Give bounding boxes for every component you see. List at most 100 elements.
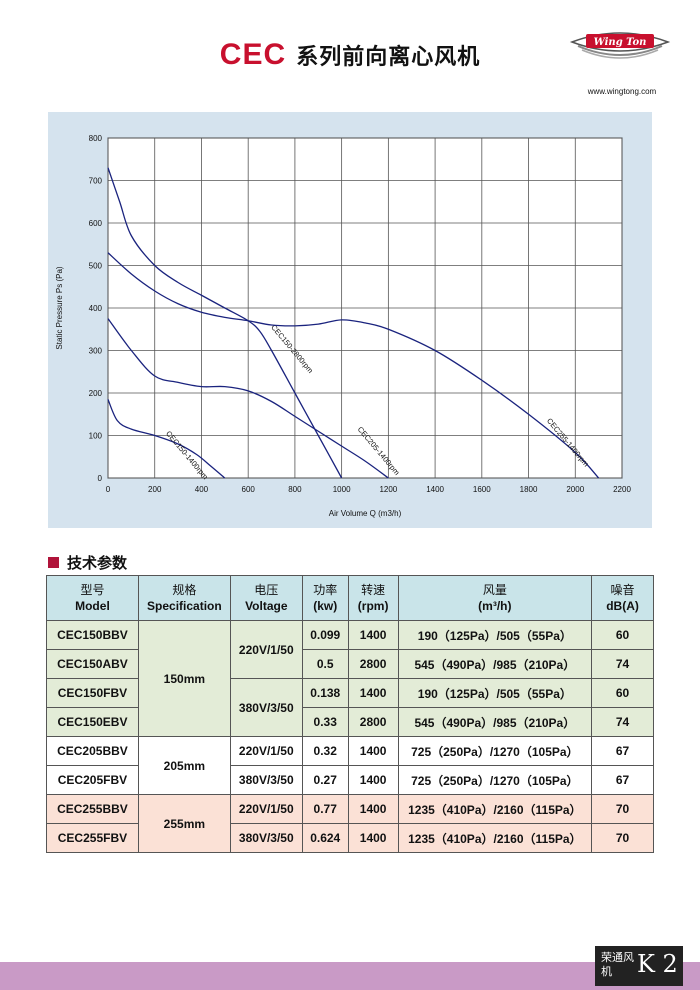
cell-airflow: 725（250Pa）/1270（105Pa） (397, 765, 593, 795)
table-row: CEC150EBV 0.33 2800 545（490Pa）/985（210Pa… (46, 707, 654, 737)
cell-power: 0.624 (301, 823, 349, 853)
cell-airflow: 1235（410Pa）/2160（115Pa） (397, 794, 593, 824)
series-line (107, 252, 600, 479)
x-tick-label: 200 (148, 485, 162, 494)
y-tick-label: 300 (89, 347, 103, 356)
page-title: CEC 系列前向离心风机 (0, 38, 700, 72)
cell-airflow: 725（250Pa）/1270（105Pa） (397, 736, 593, 766)
header-speed: 转速 (rpm) (347, 575, 399, 621)
cell-power: 0.77 (301, 794, 349, 824)
cell-voltage: 220V/1/50 (229, 620, 303, 679)
x-tick-label: 1400 (426, 485, 444, 494)
header-power: 功率 (kw) (301, 575, 349, 621)
x-tick-label: 2000 (566, 485, 584, 494)
cell-power: 0.138 (301, 678, 349, 708)
x-tick-label: 1200 (379, 485, 397, 494)
table-header-row: 型号 Model 规格 Specification 电压 Voltage 功率 (kw)… (46, 575, 654, 621)
table-row: CEC150ABV 0.5 2800 545（490Pa）/985（210Pa）… (46, 649, 654, 679)
cell-power: 0.32 (301, 736, 349, 766)
header-voltage: 电压 Voltage (229, 575, 303, 621)
series-line (107, 167, 343, 479)
table-row: CEC205FBV 380V/3/50 0.27 1400 725（250Pa）… (46, 765, 654, 795)
cell-voltage: 220V/1/50 (229, 736, 303, 766)
x-tick-label: 1600 (473, 485, 491, 494)
y-tick-label: 200 (89, 389, 103, 398)
page-label: 荣通风机 K 2 (595, 946, 683, 986)
cell-model: CEC255FBV (46, 823, 139, 853)
chart-panel: 0 200 400 600 800 1000 1200 1400 1600 1800 2000 220… (48, 112, 652, 528)
x-tick-label: 2200 (613, 485, 631, 494)
y-tick-label: 400 (89, 304, 103, 313)
cell-voltage: 380V/3/50 (229, 823, 303, 853)
chart-ticks: 0 200 400 600 800 1000 1200 1400 1600 1800 2000 220… (89, 134, 632, 494)
cell-model: CEC150ABV (46, 649, 139, 679)
cell-model: CEC205FBV (46, 765, 139, 795)
page-number: K 2 (637, 950, 678, 978)
y-axis-label: Static Pressure Ps (Pa) (55, 266, 64, 349)
cell-power: 0.27 (301, 765, 349, 795)
cell-airflow: 1235（410Pa）/2160（115Pa） (397, 823, 593, 853)
logo-text: Wing Ton (594, 37, 647, 48)
section-marker (48, 557, 59, 568)
cell-model: CEC150FBV (46, 678, 139, 708)
y-tick-label: 700 (89, 177, 103, 186)
x-tick-label: 400 (195, 485, 209, 494)
spec-table: 型号 Model 规格 Specification 电压 Voltage 功率 (kw)… (46, 575, 654, 853)
cell-speed: 1400 (347, 823, 399, 853)
x-tick-label: 1800 (520, 485, 538, 494)
cell-speed: 2800 (347, 707, 399, 737)
section-title: 技术参数 (67, 554, 128, 572)
table-row: CEC150FBV 380V/3/50 0.138 1400 190（125Pa… (46, 678, 654, 737)
header-noise: 噪音 dB(A) (591, 575, 654, 621)
cell-speed: 1400 (347, 794, 399, 824)
website-url: www.wingtong.com (587, 87, 657, 96)
table-row: CEC255BBV 255mm 220V/1/50 0.77 1400 1235… (46, 794, 654, 853)
performance-chart: 0 200 400 600 800 1000 1200 1400 1600 1800 2000 220… (55, 134, 632, 518)
cell-voltage: 380V/3/50 (229, 765, 303, 795)
cell-model: CEC150EBV (46, 707, 139, 737)
cell-power: 0.33 (301, 707, 349, 737)
x-tick-label: 800 (288, 485, 302, 494)
y-tick-label: 800 (89, 134, 103, 143)
cell-airflow: 545（490Pa）/985（210Pa） (397, 649, 593, 679)
series-line (107, 318, 389, 479)
cell-spec: 205mm (137, 736, 231, 795)
cell-noise: 60 (591, 620, 654, 650)
cell-power: 0.5 (301, 649, 349, 679)
header-model: 型号 Model (46, 575, 139, 621)
chart-grid (107, 137, 623, 479)
cell-spec: 150mm (137, 620, 231, 737)
y-tick-label: 600 (89, 219, 103, 228)
cell-speed: 2800 (347, 649, 399, 679)
footer-band (0, 962, 700, 990)
section-heading: 技术参数 (48, 552, 127, 573)
x-axis-label: Air Volume Q (m3/h) (329, 509, 402, 518)
cell-voltage: 220V/1/50 (229, 794, 303, 824)
y-tick-label: 500 (89, 262, 103, 271)
x-tick-label: 1000 (333, 485, 351, 494)
cell-model: CEC255BBV (46, 794, 139, 824)
cell-noise: 70 (591, 794, 654, 824)
cell-model: CEC150BBV (46, 620, 139, 650)
series-line (107, 399, 226, 479)
cell-airflow: 545（490Pa）/985（210Pa） (397, 707, 593, 737)
cell-speed: 1400 (347, 765, 399, 795)
cell-noise: 74 (591, 649, 654, 679)
header-airflow: 风量 (m³/h) (397, 575, 593, 621)
footer-brand: 荣通风机 (601, 951, 634, 978)
table-row: CEC255FBV 380V/3/50 0.624 1400 1235（410P… (46, 823, 654, 853)
cell-voltage: 380V/3/50 (229, 678, 303, 737)
wingtong-logo: Wing Ton (569, 32, 671, 59)
x-tick-label: 0 (106, 485, 111, 494)
cell-noise: 74 (591, 707, 654, 737)
cell-speed: 1400 (347, 678, 399, 708)
title-text: 系列前向离心风机 (296, 45, 481, 70)
x-tick-label: 600 (242, 485, 256, 494)
table-row: CEC150BBV 150mm 220V/1/50 0.099 1400 190… (46, 620, 654, 737)
header-spec: 规格 Specification (137, 575, 231, 621)
cell-noise: 67 (591, 765, 654, 795)
cell-noise: 70 (591, 823, 654, 853)
cell-model: CEC205BBV (46, 736, 139, 766)
cell-power: 0.099 (301, 620, 349, 650)
table-row: CEC205BBV 205mm 220V/1/50 0.32 1400 725（… (46, 736, 654, 795)
